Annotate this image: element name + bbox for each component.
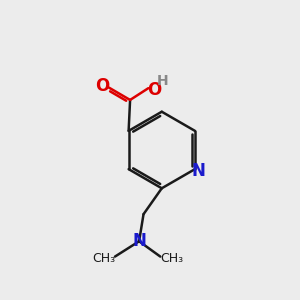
Text: O: O: [147, 81, 161, 99]
Text: O: O: [95, 77, 110, 95]
Text: H: H: [157, 74, 168, 88]
Text: CH₃: CH₃: [160, 252, 183, 265]
Text: CH₃: CH₃: [92, 252, 115, 265]
Text: N: N: [191, 163, 206, 181]
Text: N: N: [132, 232, 146, 250]
